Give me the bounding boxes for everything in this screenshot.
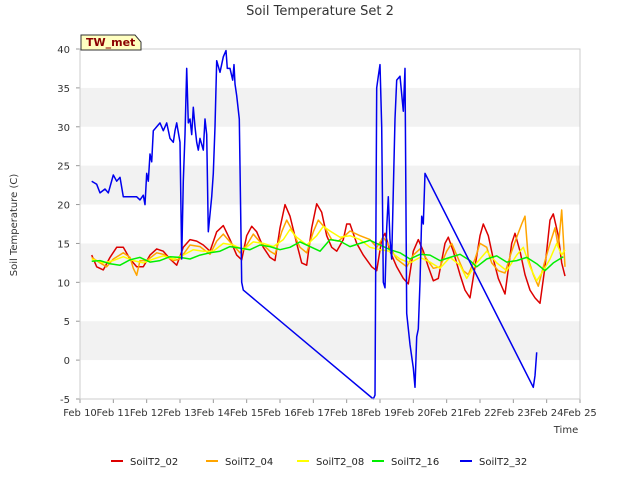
y-tick-label: 35 bbox=[57, 84, 70, 95]
axis-ticks: Feb 10 Feb 11 Feb 12 Feb 13 Feb 14 Feb 15 Feb … bbox=[57, 45, 597, 419]
legend-label: SoilT2_04 bbox=[225, 457, 273, 468]
chart-title: Soil Temperature Set 2 bbox=[246, 4, 394, 19]
grid-band bbox=[80, 321, 580, 361]
x-tick-label: Feb 10 bbox=[63, 408, 97, 419]
series-line-soilt2-02 bbox=[91, 203, 566, 305]
x-tick-label: Feb 18 bbox=[330, 408, 364, 419]
station-badge: TW_met bbox=[80, 34, 142, 51]
x-tick-label: Feb 11 bbox=[97, 408, 131, 419]
x-tick-label: Feb 16 bbox=[263, 408, 297, 419]
series-line-soilt2-32 bbox=[91, 49, 538, 400]
x-tick-label: Feb 12 bbox=[130, 408, 164, 419]
legend-item: SoilT2_04 bbox=[206, 457, 273, 468]
y-tick-label: -5 bbox=[60, 395, 70, 406]
grid-band bbox=[80, 165, 580, 205]
y-tick-label: 5 bbox=[64, 317, 70, 328]
legend-item: SoilT2_16 bbox=[372, 457, 439, 468]
x-tick-label: Feb 14 bbox=[197, 408, 231, 419]
y-tick-label: 15 bbox=[57, 239, 70, 250]
y-tick-label: 10 bbox=[57, 278, 70, 289]
x-tick-label: Feb 25 bbox=[563, 408, 597, 419]
plot-frame bbox=[79, 48, 581, 400]
x-tick-label: Feb 15 bbox=[230, 408, 264, 419]
y-tick-label: 40 bbox=[57, 45, 70, 56]
y-tick-label: 25 bbox=[57, 162, 70, 173]
series-line-soilt2-16 bbox=[91, 238, 564, 272]
legend: SoilT2_02 SoilT2_04 SoilT2_08 SoilT2_16 Soil… bbox=[111, 457, 527, 468]
station-badge-label: TW_met bbox=[86, 36, 135, 49]
grid-band bbox=[80, 243, 580, 283]
x-tick-label: Feb 17 bbox=[297, 408, 331, 419]
plot-border bbox=[79, 48, 581, 400]
legend-item: SoilT2_02 bbox=[111, 457, 178, 468]
legend-label: SoilT2_32 bbox=[479, 457, 527, 468]
x-tick-label: Feb 22 bbox=[463, 408, 497, 419]
legend-item: SoilT2_32 bbox=[460, 457, 527, 468]
legend-label: SoilT2_08 bbox=[316, 457, 364, 468]
x-axis-title: Time bbox=[553, 425, 578, 436]
x-tick-label: Feb 19 bbox=[363, 408, 397, 419]
legend-label: SoilT2_02 bbox=[130, 457, 178, 468]
x-tick-label: Feb 13 bbox=[163, 408, 197, 419]
x-tick-label: Feb 24 bbox=[530, 408, 564, 419]
series-line-soilt2-04 bbox=[91, 209, 566, 287]
y-tick-label: 20 bbox=[57, 201, 70, 212]
y-tick-label: 30 bbox=[57, 123, 70, 134]
series-line-soilt2-08 bbox=[91, 225, 566, 282]
legend-item: SoilT2_08 bbox=[297, 457, 364, 468]
y-axis-title: Soil Temperature (C) bbox=[9, 174, 20, 277]
y-tick-label: 0 bbox=[64, 356, 70, 367]
x-tick-label: Feb 20 bbox=[397, 408, 431, 419]
x-tick-label: Feb 21 bbox=[430, 408, 464, 419]
series-lines bbox=[91, 49, 566, 400]
legend-label: SoilT2_16 bbox=[391, 457, 439, 468]
x-tick-label: Feb 23 bbox=[497, 408, 531, 419]
grid-band bbox=[80, 87, 580, 127]
